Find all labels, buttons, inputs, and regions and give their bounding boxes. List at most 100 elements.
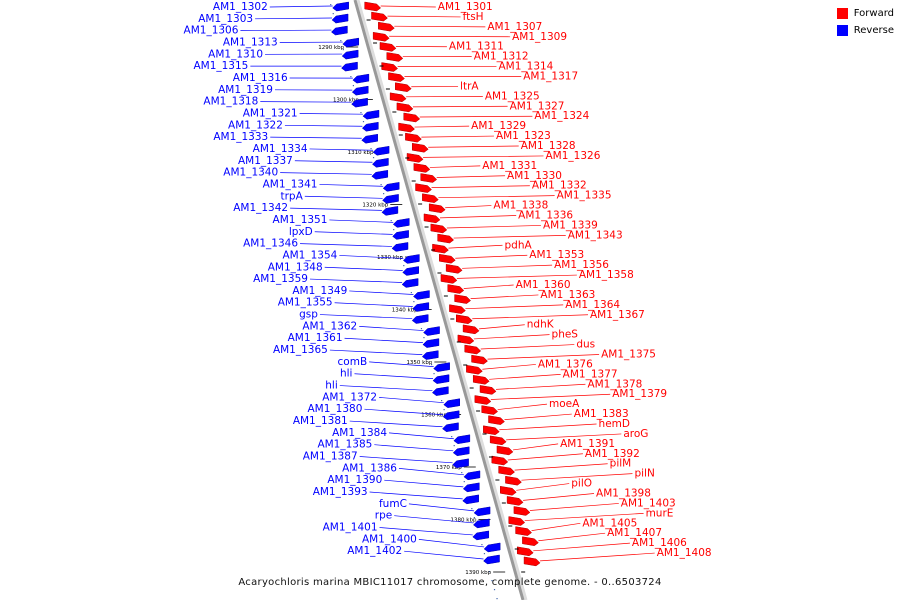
guide-dot (400, 256, 402, 258)
reverse-gene-label: AM1_1386 (342, 462, 397, 474)
forward-gene-arrow (378, 21, 395, 32)
reverse-gene-arrow (463, 470, 481, 481)
forward-gene-arrow (496, 445, 514, 456)
reverse-gene: AM1_1310 (208, 48, 359, 60)
guide-dot (453, 445, 455, 447)
guide-dot (360, 112, 362, 114)
reverse-leader-line (329, 219, 394, 223)
reverse-gene-arrow (401, 278, 419, 288)
reverse-gene-label: AM1_1387 (303, 451, 358, 463)
reverse-leader-line (394, 515, 474, 524)
forward-leader-line (436, 175, 506, 178)
reverse-gene: AM1_1302 (213, 1, 349, 13)
reverse-gene-arrow (402, 266, 419, 276)
forward-leader-line (394, 25, 486, 28)
forward-leader-line (448, 244, 503, 249)
reverse-gene-arrow (462, 482, 480, 493)
forward-gene: AM1_1330 (420, 170, 562, 183)
reverse-leader-line (379, 397, 444, 404)
reverse-gene: AM1_1340 (223, 167, 389, 180)
reverse-leader-line (379, 527, 473, 536)
reverse-gene-arrow (423, 326, 440, 336)
reverse-gene-label: AM1_1310 (208, 48, 263, 60)
guide-dot (433, 373, 435, 375)
guide-dot (350, 76, 352, 78)
forward-gene-arrow (413, 163, 431, 173)
forward-gene-arrow (500, 485, 517, 496)
guide-dot (463, 481, 465, 483)
reverse-gene-label: AM1_1381 (293, 415, 348, 427)
reverse-gene-arrow (483, 542, 501, 553)
forward-leader-line (462, 264, 553, 269)
guide-dot (410, 292, 412, 294)
forward-leader-line (540, 552, 655, 562)
forward-gene: AM1_1379 (474, 388, 667, 405)
reverse-gene: AM1_1342 (233, 202, 399, 216)
marker-group (366, 19, 526, 573)
guide-dot (481, 544, 483, 546)
reverse-gene-arrow (472, 530, 490, 541)
tick-label: 1320 kbp (362, 203, 388, 209)
forward-gene: ltrA (395, 80, 479, 92)
reverse-gene-label: AM1_1361 (288, 332, 343, 344)
guide-dot (496, 598, 498, 600)
forward-leader-line (412, 105, 508, 108)
forward-gene-arrow (445, 264, 463, 274)
reverse-leader-line (339, 255, 404, 259)
guide-dot (393, 229, 395, 231)
reverse-gene: AM1_1355 (278, 297, 430, 312)
forward-gene: AM1_1307 (378, 21, 542, 33)
guide-dot (332, 13, 334, 15)
forward-gene-arrow (398, 122, 415, 133)
reverse-gene: AM1_1321 (243, 107, 380, 119)
reverse-leader-line (329, 349, 423, 355)
reverse-gene: trpA (281, 190, 399, 204)
reverse-gene-label: AM1_1401 (323, 522, 378, 534)
reverse-gene-arrow (352, 73, 370, 84)
reverse-leader-line (364, 408, 444, 416)
guide-dot (430, 364, 433, 366)
guide-dot (362, 121, 365, 123)
reverse-gene-arrow (392, 218, 410, 228)
forward-leader-line (380, 5, 436, 8)
forward-gene-label: AM1_1398 (596, 488, 651, 500)
tick-label: 1350 kbp (406, 360, 432, 366)
forward-gene-label: AM1_1406 (632, 537, 687, 549)
forward-gene-label: AM1_1323 (496, 130, 551, 142)
forward-gene: AM1_1311 (379, 41, 504, 53)
tick-label: 1290 kbp (318, 45, 344, 51)
reverse-gene-arrow (371, 170, 389, 180)
forward-gene-label: AM1_1332 (532, 180, 587, 192)
forward-gene: murE (508, 507, 673, 526)
forward-gene-label: AM1_1405 (582, 517, 637, 529)
forward-gene: AM1_1392 (491, 448, 640, 466)
forward-gene-label: AM1_1364 (565, 299, 620, 311)
forward-gene-label: AM1_1378 (587, 378, 642, 390)
forward-gene-label: AM1_1312 (474, 51, 529, 63)
reverse-gene-arrow (351, 97, 368, 108)
reverse-leader-line (418, 538, 485, 548)
forward-leader-line (431, 185, 530, 188)
reverse-gene-arrow (432, 374, 450, 384)
reverse-gene-label: rpe (375, 510, 392, 522)
forward-gene-label: AM1_1383 (574, 408, 629, 420)
tick-label: 1310 kbp (348, 150, 374, 156)
reverse-gene-label: AM1_1390 (327, 474, 382, 486)
forward-gene-arrow (396, 102, 414, 113)
forward-leader-line (538, 532, 606, 542)
tick-label: 1340 kbp (392, 308, 418, 314)
forward-gene-label: AM1_1360 (516, 279, 571, 291)
forward-leader-line (504, 413, 572, 421)
reverse-gene-label: gsp (299, 309, 318, 321)
forward-gene-arrow (381, 62, 399, 72)
reverse-leader-line (284, 124, 363, 127)
forward-gene-label: aroG (623, 428, 648, 440)
forward-gene: AM1_1324 (403, 110, 590, 123)
reverse-gene: AM1_1387 (303, 451, 469, 469)
reverse-gene-arrow (361, 133, 378, 144)
reverse-leader-line (255, 17, 333, 20)
forward-gene: AM1_1309 (372, 31, 567, 43)
guide-dot (370, 148, 372, 150)
reverse-leader-line (240, 29, 332, 32)
forward-gene-label: AM1_1309 (512, 31, 567, 43)
